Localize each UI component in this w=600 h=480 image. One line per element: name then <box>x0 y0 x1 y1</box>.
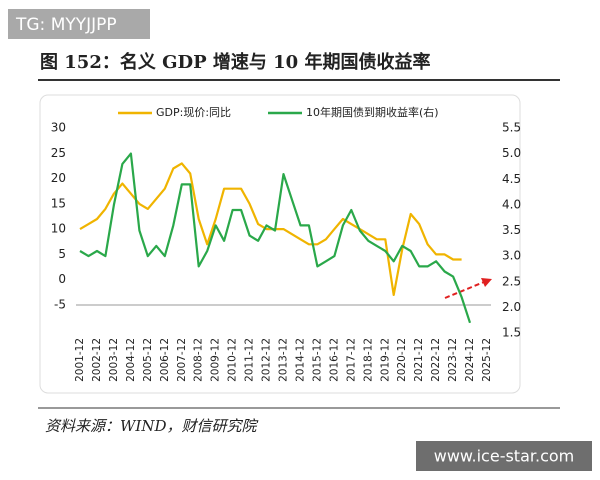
x-tick-label: 2008-12 <box>193 338 205 382</box>
y-tick-label: -5 <box>54 298 66 312</box>
y2-tick-label: 5.5 <box>502 121 521 135</box>
y2-tick-label: 1.5 <box>502 326 521 340</box>
chart-title: 图 152：名义 GDP 增速与 10 年期国债收益率 <box>40 51 430 73</box>
legend-label: 10年期国债到期收益率(右) <box>306 105 439 119</box>
watermark-bottom: www.ice-star.com <box>434 447 575 466</box>
x-tick-label: 2010-12 <box>227 338 239 382</box>
x-tick-label: 2004-12 <box>125 338 137 382</box>
x-tick-label: 2013-12 <box>278 338 290 382</box>
x-tick-label: 2009-12 <box>210 338 222 382</box>
y-tick-label: 5 <box>58 247 66 261</box>
y2-tick-label: 5.0 <box>502 146 521 160</box>
x-tick-label: 2017-12 <box>345 338 357 382</box>
x-tick-label: 2020-12 <box>396 338 408 382</box>
x-tick-label: 2006-12 <box>159 338 171 382</box>
y-tick-label: 30 <box>51 121 66 135</box>
y2-tick-label: 2.5 <box>502 274 521 288</box>
x-tick-label: 2025-12 <box>481 338 493 382</box>
legend-label: GDP:现价:同比 <box>156 106 231 119</box>
watermark-top: TG: MYYJJPP <box>15 15 117 35</box>
watermark-box <box>8 9 150 39</box>
x-tick-label: 2021-12 <box>413 338 425 382</box>
y2-tick-label: 4.0 <box>502 197 521 211</box>
y-tick-label: 0 <box>58 272 66 286</box>
chart-frame <box>39 94 521 394</box>
x-tick-label: 2016-12 <box>328 338 340 382</box>
trend-arrow <box>444 281 485 299</box>
x-tick-label: 2022-12 <box>430 338 442 382</box>
y-tick-label: 15 <box>51 196 66 210</box>
x-tick-label: 2003-12 <box>108 338 120 382</box>
y2-tick-label: 3.0 <box>502 249 521 263</box>
series-line <box>79 152 472 324</box>
y-tick-label: 25 <box>51 146 66 160</box>
x-tick-label: 2015-12 <box>311 338 323 382</box>
y2-tick-label: 2.0 <box>502 300 521 314</box>
arrow-head <box>481 278 492 287</box>
y2-tick-label: 3.5 <box>502 223 521 237</box>
x-tick-label: 2014-12 <box>294 338 306 382</box>
x-tick-label: 2001-12 <box>74 338 86 382</box>
x-tick-label: 2012-12 <box>261 338 273 382</box>
y-tick-label: 20 <box>51 171 66 185</box>
x-tick-label: 2023-12 <box>447 338 459 382</box>
x-tick-label: 2018-12 <box>362 338 374 382</box>
x-tick-label: 2024-12 <box>464 338 476 382</box>
y2-tick-label: 4.5 <box>502 172 521 186</box>
source: 资料来源：WIND，财信研究院 <box>45 417 258 435</box>
x-tick-label: 2002-12 <box>91 338 103 382</box>
x-tick-label: 2005-12 <box>142 338 154 382</box>
y-tick-label: 10 <box>51 222 66 236</box>
watermark-box <box>416 441 592 471</box>
x-tick-label: 2011-12 <box>244 338 256 382</box>
x-tick-label: 2007-12 <box>176 338 188 382</box>
x-tick-label: 2019-12 <box>379 338 391 382</box>
